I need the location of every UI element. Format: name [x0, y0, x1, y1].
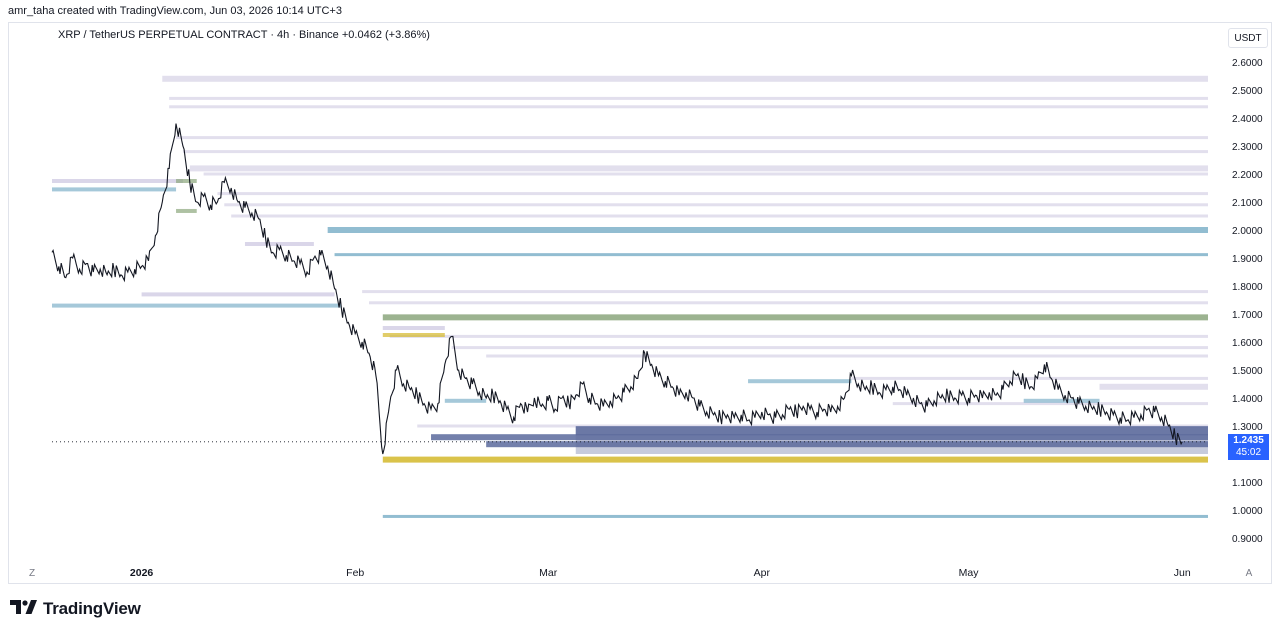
- historic-level-1: [52, 187, 177, 192]
- historic-level-4: [52, 303, 342, 308]
- y-tick-label: 1.0000: [1232, 506, 1263, 517]
- y-tick-label: 2.3000: [1232, 142, 1263, 153]
- historic-level-7: [382, 333, 445, 337]
- tradingview-logo-icon: [10, 599, 38, 619]
- current-price-tag: 1.2435 45:02: [1228, 434, 1269, 460]
- price-series-line: [51, 123, 1183, 455]
- x-tick-label: May: [959, 567, 980, 579]
- liquidity-level-22: [575, 426, 1208, 436]
- auto-scale-right-button[interactable]: A: [1245, 568, 1253, 579]
- liquidity-level-26: [382, 514, 1208, 518]
- y-tick-label: 0.9000: [1232, 534, 1263, 545]
- liquidity-level-7: [217, 192, 1208, 196]
- historic-level-8: [382, 326, 445, 330]
- liquidity-level-0: [162, 75, 1209, 82]
- liquidity-level-5: [189, 165, 1209, 172]
- historic-level-11: [1023, 398, 1100, 403]
- liquidity-levels: [162, 75, 1209, 518]
- liquidity-level-10: [327, 227, 1208, 233]
- liquidity-level-16: [451, 346, 1209, 350]
- y-tick-label: 1.5000: [1232, 366, 1263, 377]
- y-tick-label: 1.7000: [1232, 310, 1263, 321]
- liquidity-level-17: [486, 354, 1208, 358]
- y-tick-label: 2.0000: [1232, 226, 1263, 237]
- y-tick-label: 2.5000: [1232, 86, 1263, 97]
- chart-frame: [8, 22, 1272, 584]
- liquidity-level-18: [851, 376, 1208, 380]
- liquidity-level-25: [382, 456, 1208, 463]
- liquidity-level-3: [176, 136, 1208, 140]
- historic-level-9: [444, 398, 487, 403]
- y-tick-label: 1.8000: [1232, 282, 1263, 293]
- liquidity-level-14: [382, 314, 1208, 321]
- historic-level-5: [141, 292, 335, 297]
- x-tick-label: Jun: [1174, 567, 1191, 579]
- x-tick-label: 2026: [130, 567, 154, 579]
- current-price-value: 1.2435: [1233, 435, 1264, 446]
- liquidity-level-13: [369, 301, 1208, 305]
- liquidity-level-20: [892, 402, 1208, 406]
- liquidity-level-11: [334, 253, 1209, 257]
- liquidity-level-9: [231, 214, 1208, 218]
- y-tick-label: 2.1000: [1232, 198, 1263, 209]
- liquidity-level-6: [203, 172, 1209, 176]
- liquidity-level-19: [1099, 383, 1208, 390]
- historic-levels: [52, 179, 1100, 403]
- bar-countdown: 45:02: [1235, 447, 1262, 458]
- historic-level-6: [244, 242, 314, 246]
- liquidity-level-23: [431, 434, 1208, 441]
- liquidity-level-8: [224, 203, 1208, 207]
- y-tick-label: 2.4000: [1232, 114, 1263, 125]
- x-tick-label: Feb: [346, 567, 364, 579]
- y-tick-label: 1.3000: [1232, 422, 1263, 433]
- tradingview-wordmark: TradingView: [43, 599, 141, 618]
- historic-level-0: [52, 179, 183, 183]
- historic-level-3: [176, 208, 197, 213]
- liquidity-level-21: [417, 424, 1208, 428]
- liquidity-level-12: [362, 290, 1208, 294]
- historic-level-10: [748, 379, 852, 384]
- liquidity-level-2: [169, 105, 1209, 109]
- y-tick-label: 1.6000: [1232, 338, 1263, 349]
- y-tick-label: 2.2000: [1232, 170, 1263, 181]
- x-tick-label: Apr: [754, 567, 771, 579]
- liquidity-level-4: [182, 150, 1209, 154]
- auto-scale-left-button[interactable]: Z: [28, 568, 36, 579]
- price-axis: 2.6000 2.5000 2.4000 2.3000 2.2000 2.1000 2.00…: [1232, 58, 1263, 545]
- liquidity-level-1: [169, 96, 1209, 100]
- currency-unit-button[interactable]: USDT: [1228, 28, 1268, 48]
- y-tick-label: 1.4000: [1232, 394, 1263, 405]
- chart-attribution: amr_taha created with TradingView.com, J…: [8, 5, 342, 17]
- y-tick-label: 1.9000: [1232, 254, 1263, 265]
- symbol-title: XRP / TetherUS PERPETUAL CONTRACT · 4h ·…: [58, 29, 339, 41]
- y-tick-label: 1.1000: [1232, 478, 1263, 489]
- time-axis: 2026 Feb Mar Apr May Jun: [130, 567, 1191, 579]
- tradingview-logo[interactable]: TradingView: [10, 599, 141, 619]
- liquidity-level-24: [486, 441, 1208, 448]
- price-change: +0.0462 (+3.86%): [341, 29, 430, 41]
- x-tick-label: Mar: [539, 567, 558, 579]
- liquidity-level-15: [389, 334, 1208, 338]
- liquidity-cluster-zone: [575, 426, 1208, 454]
- historic-level-2: [176, 179, 197, 183]
- symbol-legend[interactable]: XRP / TetherUS PERPETUAL CONTRACT · 4h ·…: [58, 29, 430, 41]
- y-tick-label: 2.6000: [1232, 58, 1263, 69]
